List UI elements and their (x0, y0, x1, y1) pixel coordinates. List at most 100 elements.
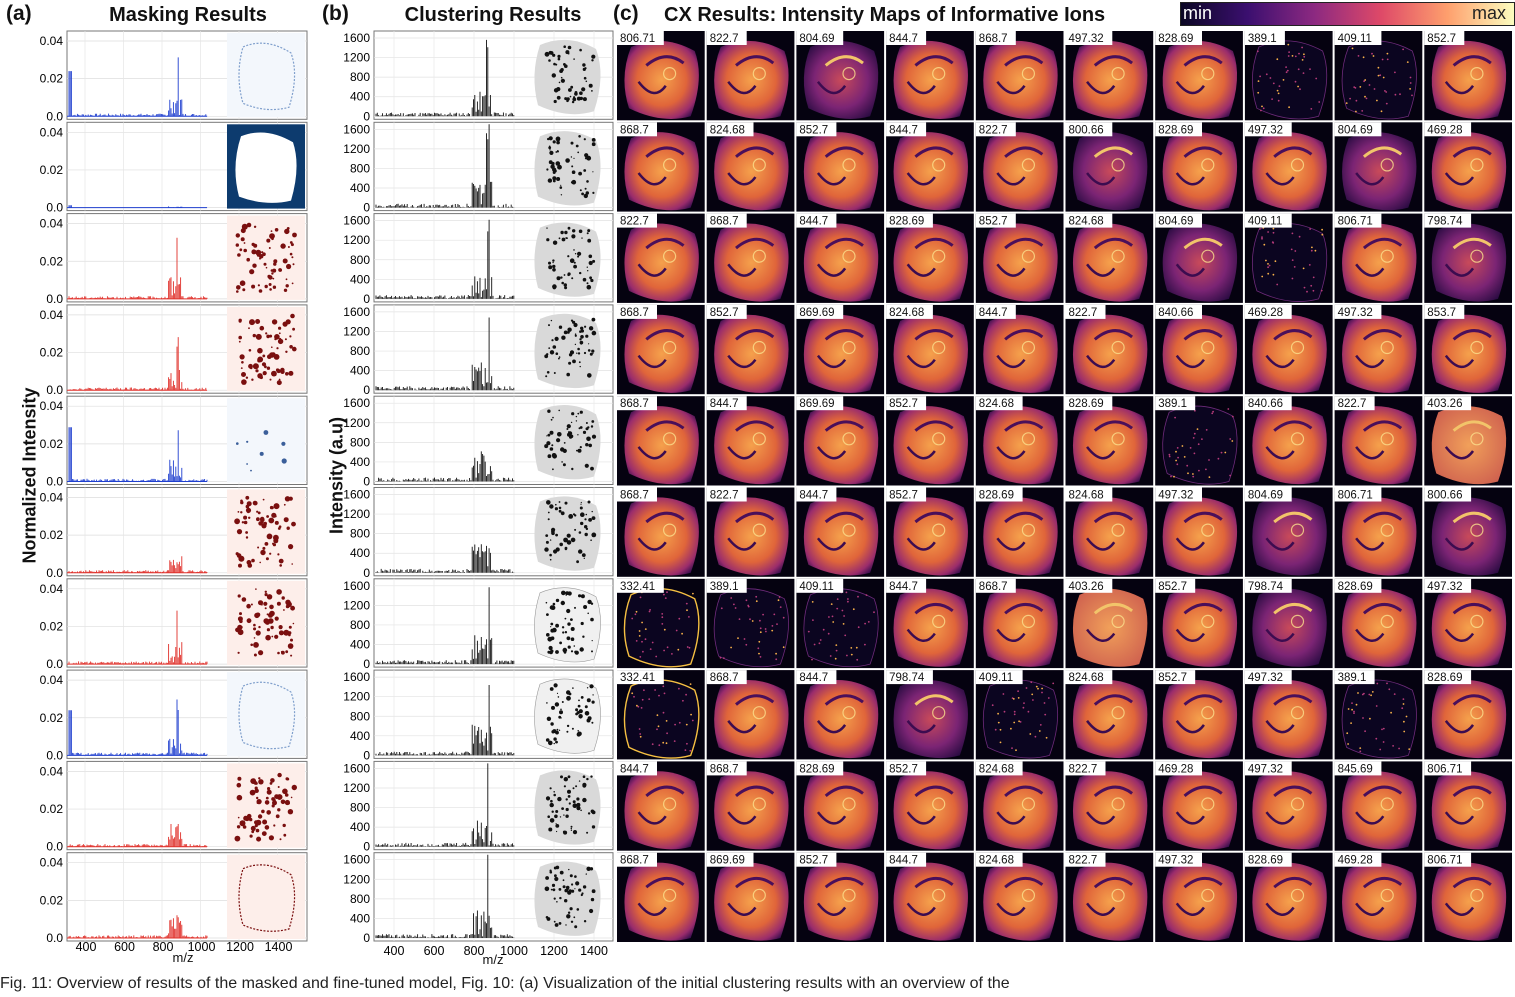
cluster-row: 1600 1200 800 400 0 (343, 213, 614, 306)
ion-mz-label: 828.69 (889, 216, 924, 228)
ion-mz-label: 868.7 (710, 216, 739, 228)
ion-mz-label: 824.68 (979, 763, 1014, 775)
ion-mz-label: 800.66 (1427, 490, 1462, 502)
ion-map-tile: 332.41 (617, 670, 705, 760)
y-tick-label: 1600 (343, 396, 370, 410)
spectrum-line (375, 219, 515, 299)
ion-map-tile: 824.68 (975, 396, 1064, 486)
y-tick-label: 800 (350, 618, 370, 632)
ion-map-tile: 868.7 (975, 31, 1064, 121)
ion-map-tile: 497.32 (1065, 31, 1154, 121)
ion-mz-label: 804.69 (1338, 124, 1373, 136)
y-tick-label: 1200 (343, 690, 370, 704)
y-tick-label: 0.04 (40, 308, 64, 322)
y-tick-label: 0.0 (46, 475, 63, 489)
ion-map-tile: 824.68 (1065, 670, 1154, 760)
ion-map-tile: 828.69 (1424, 670, 1512, 760)
y-tick-label: 0 (363, 475, 370, 489)
ion-mz-label: 844.7 (620, 763, 649, 775)
ion-mz-label: 824.68 (710, 124, 745, 136)
ion-mz-label: 844.7 (979, 307, 1008, 319)
y-tick-label: 0 (363, 109, 370, 123)
ion-mz-label: 804.69 (1248, 490, 1283, 502)
cluster-thumbnail (534, 313, 601, 389)
ion-map-tile: 804.69 (796, 31, 885, 121)
ion-mz-label: 497.32 (1158, 490, 1193, 502)
ion-mz-label: 852.7 (1158, 672, 1187, 684)
cluster-thumbnail (534, 861, 601, 936)
ion-mz-label: 852.7 (889, 763, 918, 775)
ion-map-tile: 868.7 (617, 122, 705, 212)
ion-map-tile: 844.7 (886, 31, 974, 121)
cluster-row: 1600 1200 800 400 0 (343, 395, 614, 489)
ion-map-tile: 804.69 (1244, 487, 1333, 577)
ion-mz-label: 868.7 (710, 672, 739, 684)
x-tick-label: 600 (114, 940, 135, 954)
ion-map-tile: 497.32 (1155, 852, 1243, 942)
y-tick-label: 0 (363, 383, 370, 397)
cluster-row: 1600 1200 800 400 0 (343, 669, 614, 762)
ion-mz-label: 798.74 (1248, 581, 1284, 593)
cluster-thumbnail (534, 678, 601, 754)
ion-mz-label: 822.7 (1069, 307, 1098, 319)
y-tick-label: 800 (350, 253, 370, 267)
ion-map-tile: 852.7 (1424, 31, 1512, 121)
ion-mz-label: 824.68 (889, 307, 924, 319)
ion-mz-label: 852.7 (799, 124, 828, 136)
y-tick-label: 0.02 (40, 437, 64, 451)
colorbar (1180, 2, 1515, 26)
ion-mz-label: 469.28 (1338, 855, 1373, 867)
y-tick-label: 400 (350, 455, 370, 469)
ion-mz-label: 852.7 (1158, 581, 1187, 593)
y-tick-label: 1600 (343, 305, 370, 319)
y-tick-label: 1200 (343, 872, 370, 886)
ion-mz-label: 389.1 (1338, 672, 1367, 684)
spectrum-line (375, 587, 515, 665)
masking-row: 0.04 0.02 0.0 (40, 30, 308, 123)
ion-map-tile: 469.28 (1334, 852, 1423, 942)
ion-mz-label: 840.66 (1248, 398, 1283, 410)
ion-map-tile: 868.7 (706, 213, 795, 303)
ion-map-tile: 806.71 (1334, 213, 1423, 303)
ion-map-tile: 868.7 (617, 396, 705, 486)
ion-map-tile: 822.7 (706, 31, 795, 121)
cluster-row: 1600 1200 800 400 0 (343, 30, 614, 123)
ion-map-tile: 852.7 (886, 396, 974, 486)
ion-map-tile: 800.66 (1424, 487, 1512, 577)
y-tick-label: 0.04 (40, 856, 64, 870)
cluster-thumbnail (534, 405, 601, 480)
ion-map-tile: 389.1 (1155, 396, 1243, 486)
ion-mz-label: 868.7 (620, 124, 649, 136)
y-tick-label: 0.04 (40, 399, 64, 413)
ion-mz-label: 869.69 (710, 855, 745, 867)
ion-mz-label: 389.1 (710, 581, 739, 593)
ion-mz-label: 828.69 (1069, 398, 1104, 410)
ion-mz-label: 822.7 (620, 216, 649, 228)
ion-map-tile: 868.7 (706, 670, 795, 760)
y-tick-label: 1600 (343, 31, 370, 45)
y-tick-label: 0.02 (40, 711, 64, 725)
ion-map-tile: 828.69 (1065, 396, 1154, 486)
cluster-thumbnail (534, 131, 601, 206)
ion-mz-label: 844.7 (889, 855, 918, 867)
ion-map-tile: 497.32 (1334, 304, 1423, 395)
ion-map-tile: 869.69 (706, 852, 795, 942)
ion-mz-label: 798.74 (889, 672, 925, 684)
ion-mz-label: 824.68 (1069, 672, 1104, 684)
ion-mz-label: 852.7 (979, 216, 1008, 228)
y-tick-label: 400 (350, 911, 370, 925)
ion-map-tile: 852.7 (886, 761, 974, 851)
y-tick-label: 1200 (343, 507, 370, 521)
y-tick-label: 0.0 (46, 566, 63, 580)
ion-mz-label: 409.11 (1338, 33, 1372, 45)
y-tick-label: 1600 (343, 670, 370, 684)
ion-mz-label: 822.7 (979, 124, 1008, 136)
colorbar-min-label: min (1183, 3, 1213, 23)
ion-map-tile: 497.32 (1244, 122, 1333, 212)
ion-map-tile: 806.71 (617, 31, 705, 121)
ion-map-tile: 852.7 (706, 304, 795, 395)
ion-map-tile: 845.69 (1334, 761, 1423, 851)
y-tick-label: 400 (350, 272, 370, 286)
ion-mz-label: 844.7 (889, 581, 918, 593)
ion-map-tile: 852.7 (1155, 670, 1243, 760)
